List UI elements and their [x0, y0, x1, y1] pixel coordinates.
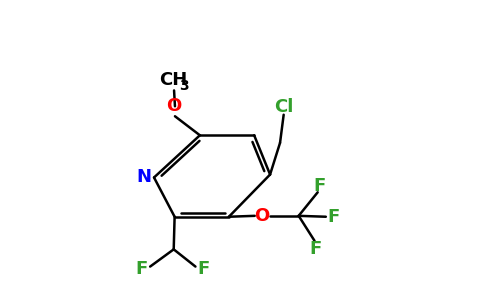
Text: F: F [197, 260, 210, 278]
Text: O: O [254, 207, 269, 225]
Text: F: F [136, 260, 148, 278]
Text: O: O [166, 97, 181, 115]
Text: F: F [309, 240, 321, 258]
Text: F: F [313, 177, 325, 195]
Text: N: N [137, 169, 152, 187]
Text: CH: CH [159, 71, 187, 89]
Text: 3: 3 [179, 79, 189, 93]
Text: Cl: Cl [274, 98, 293, 116]
Text: F: F [328, 208, 340, 226]
